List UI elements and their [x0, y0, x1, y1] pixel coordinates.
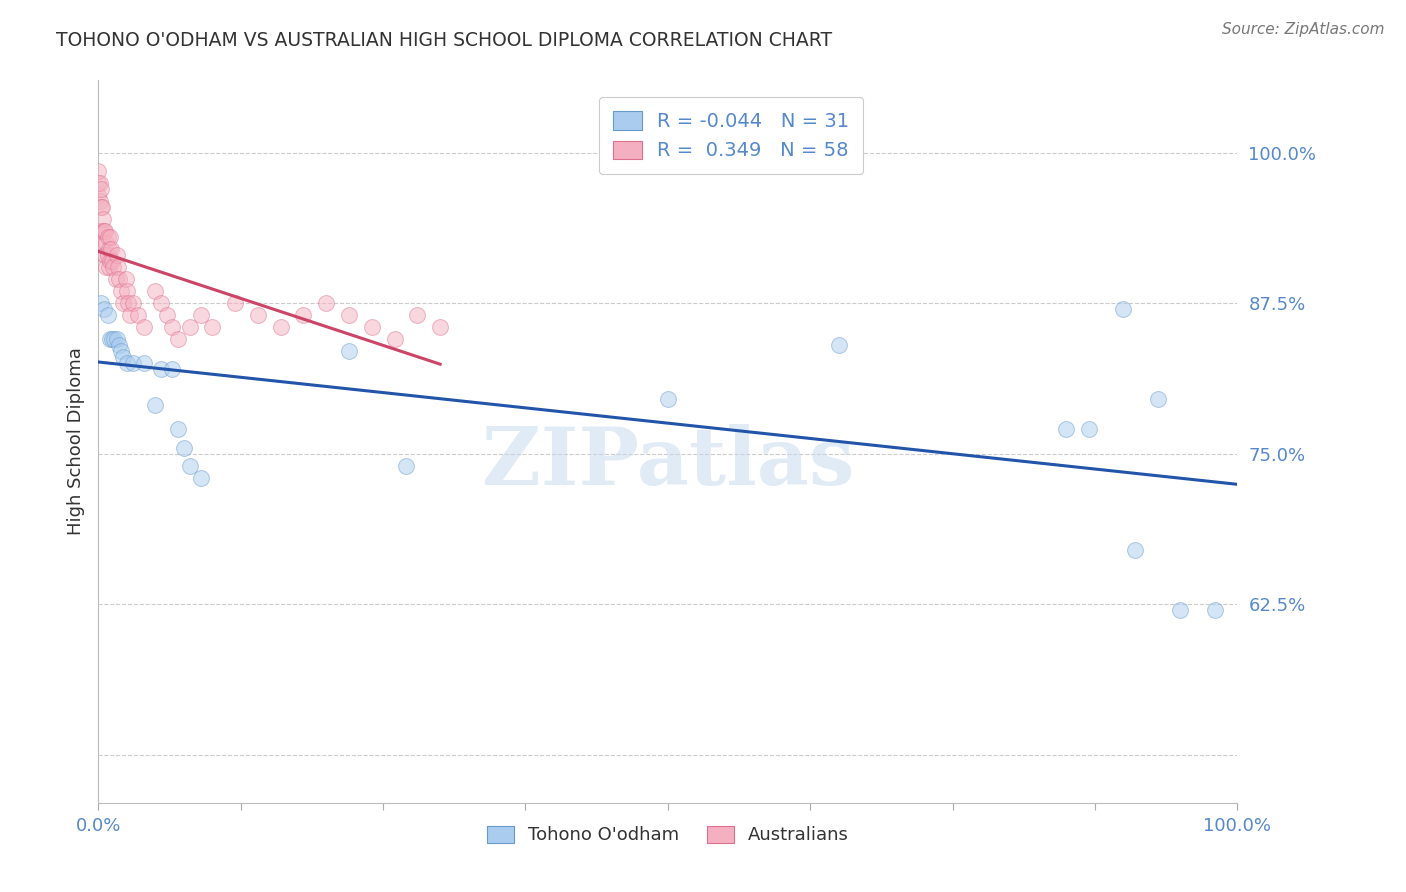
Point [337, 344, 360, 359]
Point [121, 296, 143, 310]
Point [89, 176, 111, 190]
Point [112, 351, 135, 365]
Point [87, 163, 110, 178]
Point [96, 229, 118, 244]
Point [828, 338, 851, 352]
Point [315, 296, 337, 310]
Point [360, 320, 382, 334]
Y-axis label: High School Diploma: High School Diploma [66, 348, 84, 535]
Point [96, 260, 118, 274]
Point [90, 181, 112, 195]
Point [292, 308, 315, 322]
Point [150, 296, 173, 310]
Point [162, 362, 184, 376]
Point [132, 356, 155, 370]
Point [1170, 603, 1192, 617]
Text: ZIPatlas: ZIPatlas [482, 425, 853, 502]
Point [1146, 392, 1168, 407]
Point [120, 308, 142, 322]
Point [406, 308, 429, 322]
Point [179, 320, 201, 334]
Point [657, 392, 679, 407]
Point [87, 176, 110, 190]
Point [101, 332, 124, 346]
Point [190, 471, 212, 485]
Point [145, 398, 167, 412]
Point [107, 260, 129, 274]
Point [167, 332, 190, 346]
Text: TOHONO O'ODHAM VS AUSTRALIAN HIGH SCHOOL DIPLOMA CORRELATION CHART: TOHONO O'ODHAM VS AUSTRALIAN HIGH SCHOOL… [56, 31, 832, 50]
Point [114, 272, 136, 286]
Point [97, 242, 120, 256]
Point [103, 332, 125, 346]
Point [108, 338, 131, 352]
Point [94, 248, 117, 262]
Point [337, 308, 360, 322]
Point [179, 458, 201, 473]
Point [167, 423, 190, 437]
Point [98, 229, 121, 244]
Point [145, 284, 167, 298]
Point [105, 248, 128, 262]
Point [104, 272, 127, 286]
Point [429, 320, 451, 334]
Point [101, 253, 124, 268]
Point [94, 224, 117, 238]
Point [1112, 301, 1135, 317]
Point [201, 320, 224, 334]
Point [1123, 542, 1146, 557]
Point [96, 235, 118, 250]
Point [89, 224, 111, 238]
Point [246, 308, 269, 322]
Point [100, 242, 122, 256]
Point [110, 344, 132, 359]
Text: Source: ZipAtlas.com: Source: ZipAtlas.com [1222, 22, 1385, 37]
Point [91, 235, 114, 250]
Point [121, 356, 143, 370]
Point [90, 296, 112, 310]
Point [115, 356, 138, 370]
Point [117, 296, 139, 310]
Point [1204, 603, 1226, 617]
Point [115, 284, 138, 298]
Point [93, 301, 115, 317]
Point [162, 320, 184, 334]
Point [127, 308, 149, 322]
Point [1078, 423, 1101, 437]
Legend: Tohono O'odham, Australians: Tohono O'odham, Australians [479, 818, 856, 852]
Point [93, 248, 115, 262]
Point [96, 248, 118, 262]
Point [270, 320, 292, 334]
Point [90, 200, 112, 214]
Point [87, 187, 110, 202]
Point [90, 224, 112, 238]
Point [91, 211, 114, 226]
Point [108, 272, 131, 286]
Point [156, 308, 179, 322]
Point [1054, 423, 1078, 437]
Point [384, 332, 406, 346]
Point [97, 260, 120, 274]
Point [105, 332, 128, 346]
Point [224, 296, 246, 310]
Point [93, 224, 115, 238]
Point [173, 441, 195, 455]
Point [98, 253, 121, 268]
Point [395, 458, 418, 473]
Point [110, 284, 132, 298]
Point [103, 260, 125, 274]
Point [89, 194, 111, 208]
Point [98, 332, 121, 346]
Point [190, 308, 212, 322]
Point [132, 320, 155, 334]
Point [150, 362, 173, 376]
Point [90, 200, 112, 214]
Point [112, 296, 135, 310]
Point [96, 308, 118, 322]
